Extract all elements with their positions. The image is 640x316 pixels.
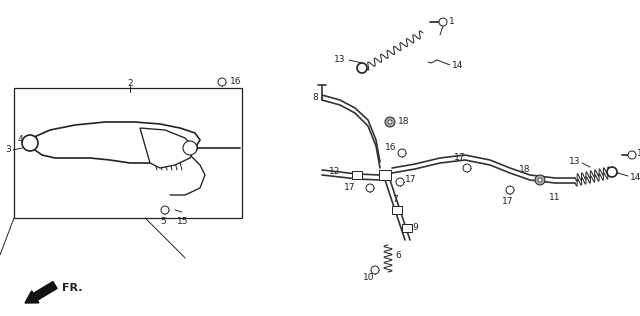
Text: 18: 18 [518, 166, 530, 174]
FancyArrow shape [25, 282, 57, 303]
Text: 1: 1 [449, 16, 455, 26]
Text: 5: 5 [160, 217, 166, 227]
Circle shape [396, 178, 404, 186]
Bar [392, 206, 402, 214]
Circle shape [463, 164, 471, 172]
Text: 6: 6 [395, 251, 401, 259]
Text: 2: 2 [127, 78, 133, 88]
Text: 1: 1 [637, 149, 640, 159]
Circle shape [192, 145, 198, 151]
Circle shape [398, 149, 406, 157]
Text: 13: 13 [333, 56, 345, 64]
Circle shape [439, 18, 447, 26]
Text: FR.: FR. [62, 283, 83, 293]
Polygon shape [140, 128, 195, 168]
Text: 11: 11 [549, 193, 561, 203]
Text: 16: 16 [230, 77, 241, 87]
Circle shape [183, 141, 197, 155]
Text: 3: 3 [5, 145, 11, 155]
Text: 14: 14 [452, 60, 463, 70]
Bar [379, 170, 391, 180]
Bar [402, 224, 412, 232]
Text: 8: 8 [312, 93, 318, 101]
Circle shape [607, 167, 617, 177]
Circle shape [218, 78, 226, 86]
Circle shape [366, 184, 374, 192]
Text: 17: 17 [502, 198, 514, 206]
Text: 10: 10 [363, 274, 374, 283]
Bar [14, 88, 242, 218]
Text: 17: 17 [454, 154, 466, 162]
Circle shape [385, 117, 395, 127]
Text: 18: 18 [398, 118, 410, 126]
Text: 17: 17 [344, 184, 355, 192]
Text: 9: 9 [412, 223, 418, 233]
Text: 13: 13 [568, 157, 580, 167]
Circle shape [538, 178, 542, 182]
Bar [352, 171, 362, 179]
Text: 7: 7 [392, 196, 398, 204]
Text: 14: 14 [630, 173, 640, 183]
Circle shape [628, 151, 636, 159]
Text: 17: 17 [405, 175, 417, 185]
Circle shape [388, 120, 392, 124]
Polygon shape [32, 122, 200, 163]
Text: 16: 16 [385, 143, 397, 153]
Circle shape [371, 266, 379, 274]
Text: 12: 12 [328, 167, 340, 177]
Text: 15: 15 [177, 217, 189, 227]
Text: 4: 4 [18, 136, 24, 144]
Circle shape [506, 186, 514, 194]
Circle shape [161, 206, 169, 214]
Circle shape [357, 63, 367, 73]
Circle shape [22, 135, 38, 151]
Circle shape [535, 175, 545, 185]
